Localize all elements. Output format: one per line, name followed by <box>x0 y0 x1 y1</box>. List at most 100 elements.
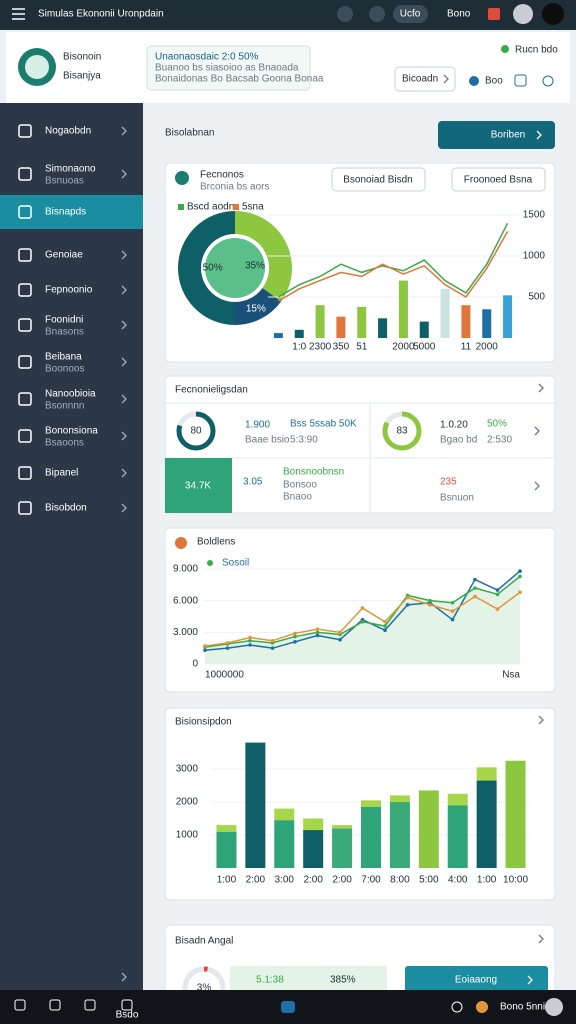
kpi-caption: Baae bsio <box>245 435 290 446</box>
nav-icon[interactable] <box>18 466 32 480</box>
nav-label[interactable]: Bisnapds <box>45 207 86 218</box>
point <box>450 617 455 622</box>
point <box>315 630 320 635</box>
y-tick-label: 1000 <box>523 251 546 262</box>
filter-label[interactable]: Bsonoiad Bisdn <box>343 175 413 186</box>
nav-label[interactable]: Bipanel <box>45 468 78 479</box>
nav-icon[interactable] <box>84 999 96 1011</box>
card-title: Fecnonos <box>200 170 244 181</box>
point <box>383 624 387 628</box>
bar <box>216 831 237 868</box>
nav-icon[interactable] <box>49 999 61 1011</box>
point <box>270 646 275 650</box>
chevron <box>538 934 544 944</box>
tile-value: 34.7K <box>185 481 211 492</box>
nav-label[interactable]: Nogaobdn <box>45 126 91 137</box>
nav-icon[interactable] <box>18 167 32 181</box>
bar <box>315 305 325 338</box>
nav-icon[interactable] <box>121 999 133 1011</box>
tab-pill[interactable] <box>393 5 428 23</box>
filter[interactable] <box>331 167 426 192</box>
select[interactable] <box>394 66 456 92</box>
avatar[interactable] <box>545 998 563 1016</box>
active-item[interactable] <box>0 195 143 229</box>
point <box>293 634 297 639</box>
filter-label[interactable]: Froonoed Bsna <box>464 175 533 186</box>
tab-label[interactable]: Ucfo <box>400 9 421 20</box>
nav-icon[interactable] <box>18 429 32 443</box>
nav-sub: Bnasons <box>45 327 84 338</box>
y-tick-label: 2000 <box>176 797 199 808</box>
chevron <box>121 431 127 441</box>
chevron <box>534 426 540 436</box>
home-indicator[interactable] <box>281 1001 295 1013</box>
x-tick-label: 8:00 <box>390 875 410 886</box>
nav-icon[interactable] <box>476 1001 488 1013</box>
x-tick-label: 4:00 <box>448 875 468 886</box>
point <box>338 637 342 642</box>
nav-label[interactable]: Nanoobioia <box>45 389 96 400</box>
bar <box>447 805 468 868</box>
nav-label[interactable]: Bisobdon <box>45 503 87 514</box>
action-button[interactable] <box>405 966 548 992</box>
chevron <box>121 126 127 136</box>
point <box>428 598 432 603</box>
bar <box>418 790 439 868</box>
point <box>495 588 500 592</box>
nav-label[interactable]: Foonidni <box>45 315 83 326</box>
nav-label[interactable]: Simonaono <box>45 164 96 175</box>
nav-label[interactable]: Genoiae <box>45 250 83 261</box>
nav-icon[interactable] <box>14 999 26 1011</box>
nav-icon[interactable] <box>18 283 32 297</box>
point <box>315 633 320 638</box>
nav-label[interactable]: Fepnoonio <box>45 285 93 296</box>
notice-text: Buanoo bs siasoioo as Bnaoada <box>155 63 299 74</box>
bar <box>336 316 346 338</box>
link[interactable]: Boo <box>485 76 503 87</box>
avatar[interactable] <box>542 3 564 25</box>
donut-center <box>205 238 265 298</box>
bar <box>461 305 471 338</box>
button-label[interactable]: Eoiaaong <box>455 975 497 986</box>
bar <box>332 828 353 868</box>
x-tick-label: 2000 <box>392 342 415 353</box>
filter[interactable] <box>451 167 546 192</box>
nav-icon[interactable] <box>18 501 32 515</box>
chevron <box>443 74 449 84</box>
icon-button[interactable] <box>337 6 353 22</box>
nav-icon[interactable] <box>18 124 32 138</box>
nav-label[interactable]: Beibana <box>45 352 82 363</box>
line <box>278 231 509 302</box>
select-label[interactable]: Bicoadn <box>402 74 438 85</box>
button-label[interactable]: Boriben <box>491 130 525 141</box>
x-tick-label: 3:00 <box>275 875 295 886</box>
bar <box>274 820 295 868</box>
icon-button[interactable] <box>369 6 385 22</box>
bar <box>505 760 526 868</box>
bar-cap <box>274 808 295 821</box>
icon[interactable] <box>469 76 479 86</box>
kpi-sub: Bnaoo <box>283 492 312 503</box>
nav-icon[interactable] <box>18 248 32 262</box>
nav-icon[interactable] <box>451 1001 463 1013</box>
summary-value: 5.1:38 <box>256 975 284 986</box>
icon[interactable] <box>542 75 554 87</box>
nav-icon[interactable] <box>18 392 32 406</box>
chevron <box>121 357 127 367</box>
chevron <box>538 715 544 725</box>
nav-label[interactable]: Bononsiona <box>45 426 98 437</box>
bar <box>273 333 283 338</box>
brand: Bisanjya <box>63 71 101 82</box>
avatar[interactable] <box>513 4 533 24</box>
primary-button[interactable] <box>438 121 555 149</box>
x-tick-label: 2000 <box>476 342 499 353</box>
nav-icon[interactable] <box>18 205 32 219</box>
icon[interactable] <box>514 74 527 87</box>
nav-icon[interactable] <box>18 355 32 369</box>
nav-sub: Bsonnnn <box>45 401 84 412</box>
nav-icon[interactable] <box>18 318 32 332</box>
donut-label: 50% <box>203 263 223 274</box>
card-title: Boldlens <box>197 537 235 548</box>
y-tick-label: 1000 <box>176 830 199 841</box>
